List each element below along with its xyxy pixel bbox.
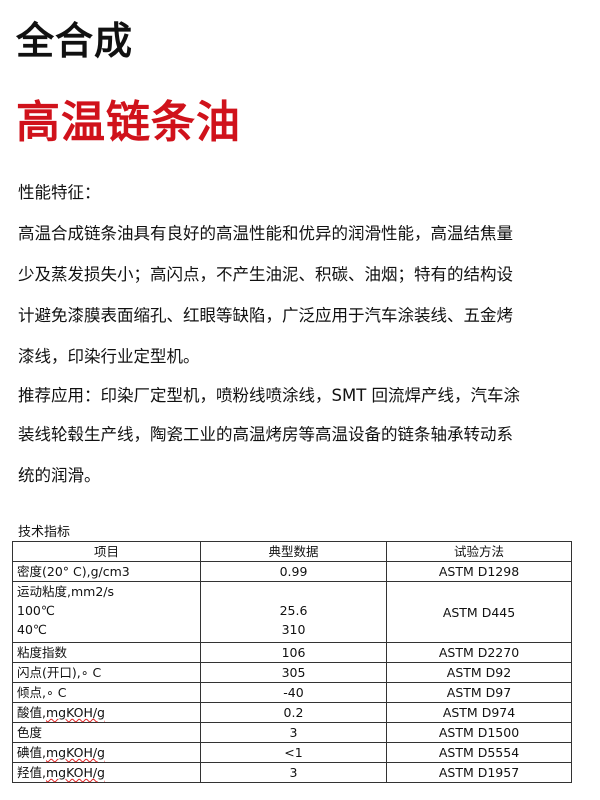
cell-item: 运动粘度,mm2/s 100℃ 40℃ xyxy=(12,581,201,643)
value-40c: 310 xyxy=(281,622,306,637)
header-value: 典型数据 xyxy=(200,541,387,562)
cell-method: ASTM D445 xyxy=(386,581,572,643)
header-item: 项目 xyxy=(12,541,201,562)
cell-value: 106 xyxy=(200,642,387,663)
subtitle: 高温链条油 xyxy=(16,97,241,148)
feature-line: 计避免漆膜表面缩孔、红眼等缺陷，广泛应用于汽车涂装线、五金烤 xyxy=(18,306,513,325)
cell-method: ASTM D92 xyxy=(386,662,572,683)
cell-item: 倾点,∘ C xyxy=(12,682,201,703)
item-sub: 100℃ xyxy=(17,603,55,618)
table-row: 酸值,mgKOH/g 0.2 ASTM D974 xyxy=(12,702,572,723)
table-header: 项目 典型数据 试验方法 xyxy=(12,541,572,562)
cell-value: <1 xyxy=(200,742,387,763)
item-unit: mgKOH/g xyxy=(45,765,105,780)
table-row: 色度 3 ASTM D1500 xyxy=(12,722,572,743)
spec-table: 项目 典型数据 试验方法 密度(20° C),g/cm3 0.99 ASTM D… xyxy=(12,541,572,783)
section-label: 性能特征： xyxy=(18,183,101,202)
feature-line: 少及蒸发损失小；高闪点，不产生油泥、积碳、油烟；特有的结构设 xyxy=(18,265,513,284)
title: 全合成 xyxy=(16,19,134,63)
application-line: 装线轮毂生产线，陶瓷工业的高温烤房等高温设备的链条轴承转动系 xyxy=(18,425,513,444)
cell-item: 密度(20° C),g/cm3 xyxy=(12,561,201,582)
value-100c: 25.6 xyxy=(279,603,308,618)
item-label: 酸值, xyxy=(17,705,46,720)
cell-item: 粘度指数 xyxy=(12,642,201,663)
cell-method: ASTM D1500 xyxy=(386,722,572,743)
cell-item: 闪点(开口),∘ C xyxy=(12,662,201,683)
table-row: 运动粘度,mm2/s 100℃ 40℃ 25.6 310 ASTM D445 xyxy=(12,581,572,643)
cell-item: 碘值,mgKOH/g xyxy=(12,742,201,763)
cell-method: ASTM D974 xyxy=(386,702,572,723)
application-line: 推荐应用：印染厂定型机，喷粉线喷涂线，SMT 回流焊产线，汽车涂 xyxy=(18,386,521,405)
table-row: 碘值,mgKOH/g <1 ASTM D5554 xyxy=(12,742,572,763)
cell-value: 0.99 xyxy=(200,561,387,582)
table-row: 闪点(开口),∘ C 305 ASTM D92 xyxy=(12,662,572,683)
cell-item: 羟值,mgKOH/g xyxy=(12,762,201,783)
item-unit: mgKOH/g xyxy=(45,705,105,720)
item-unit: mgKOH/g xyxy=(45,745,105,760)
cell-value: 0.2 xyxy=(200,702,387,723)
item-sub: 40℃ xyxy=(17,622,47,637)
cell-value: 305 xyxy=(200,662,387,683)
cell-method: ASTM D2270 xyxy=(386,642,572,663)
cell-method: ASTM D97 xyxy=(386,682,572,703)
cell-value: 3 xyxy=(200,722,387,743)
item-label: 运动粘度,mm2/s xyxy=(17,584,115,599)
table-row: 羟值,mgKOH/g 3 ASTM D1957 xyxy=(12,762,572,783)
cell-value: -40 xyxy=(200,682,387,703)
description: 性能特征： 高温合成链条油具有良好的高温性能和优异的润滑性能，高温结焦量 少及蒸… xyxy=(18,178,588,502)
table-row: 密度(20° C),g/cm3 0.99 ASTM D1298 xyxy=(12,561,572,582)
feature-line: 高温合成链条油具有良好的高温性能和优异的润滑性能，高温结焦量 xyxy=(18,224,513,243)
table-caption: 技术指标 xyxy=(18,525,71,540)
application-line: 统的润滑。 xyxy=(18,466,101,485)
cell-value: 3 xyxy=(200,762,387,783)
cell-item: 酸值,mgKOH/g xyxy=(12,702,201,723)
item-label: 碘值, xyxy=(17,745,46,760)
table-row: 倾点,∘ C -40 ASTM D97 xyxy=(12,682,572,703)
table-row: 粘度指数 106 ASTM D2270 xyxy=(12,642,572,663)
cell-method: ASTM D1298 xyxy=(386,561,572,582)
item-label: 羟值, xyxy=(17,765,46,780)
cell-method: ASTM D5554 xyxy=(386,742,572,763)
cell-method: ASTM D1957 xyxy=(386,762,572,783)
header-method: 试验方法 xyxy=(386,541,572,562)
cell-value: 25.6 310 xyxy=(200,581,387,643)
cell-item: 色度 xyxy=(12,722,201,743)
feature-line: 漆线，印染行业定型机。 xyxy=(18,347,200,366)
